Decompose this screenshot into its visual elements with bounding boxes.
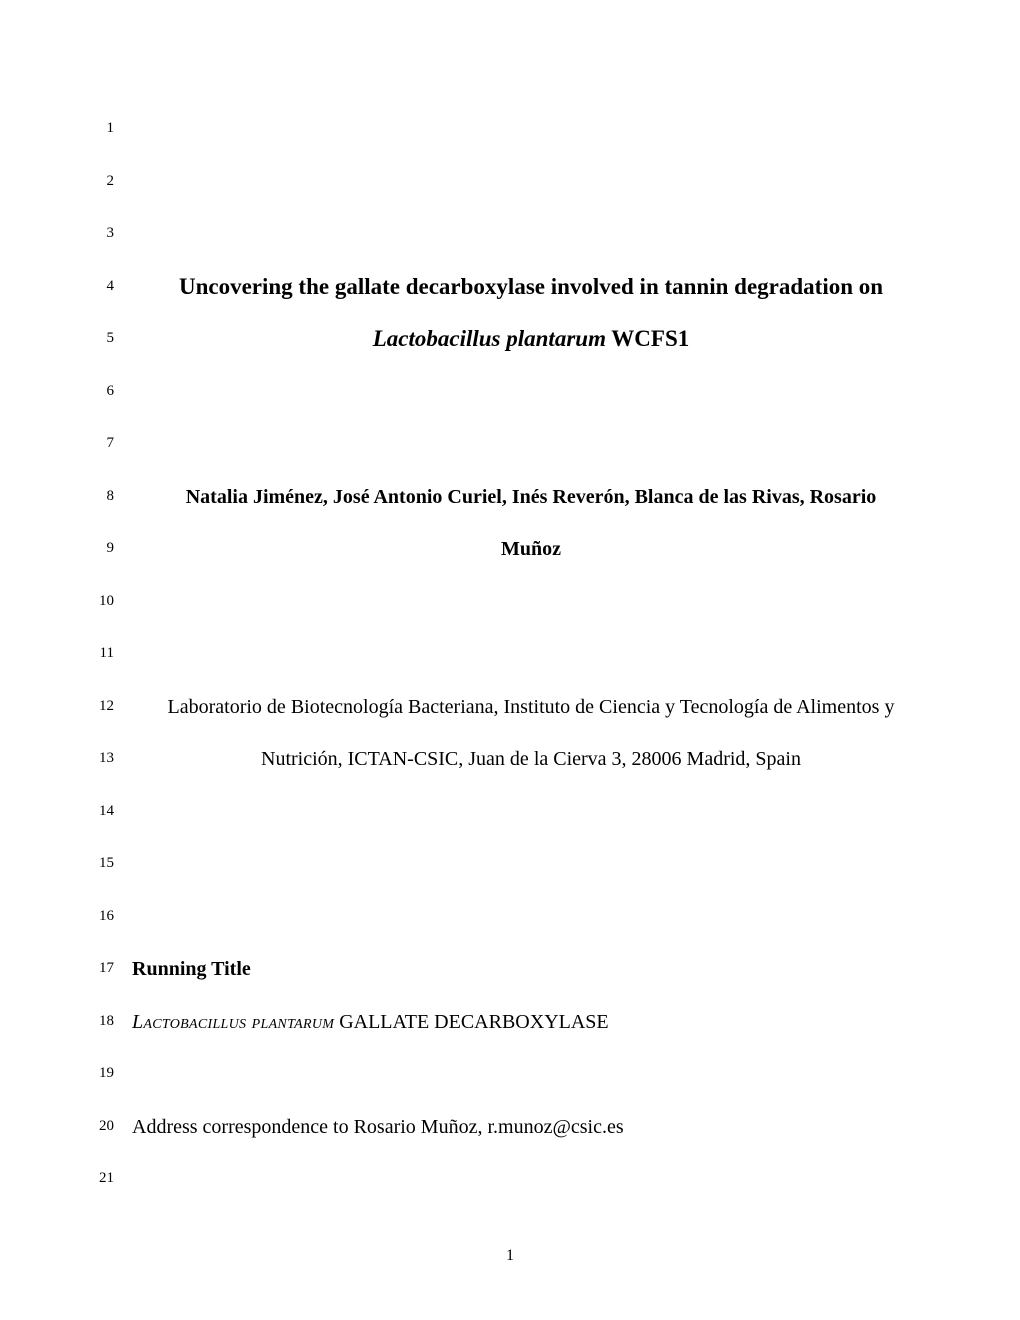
affiliation-line-1: Laboratorio de Biotecnología Bacteriana,…: [132, 693, 930, 746]
line-number: 12: [90, 693, 132, 746]
line-number: 9: [90, 535, 132, 588]
empty-line: [132, 850, 930, 903]
empty-line: [132, 168, 930, 221]
authors-line-1: Natalia Jiménez, José Antonio Curiel, In…: [132, 483, 930, 536]
line-number: 20: [90, 1113, 132, 1166]
title-line-1: Uncovering the gallate decarboxylase inv…: [132, 273, 930, 326]
line-number: 19: [90, 1060, 132, 1113]
empty-line: [132, 220, 930, 273]
affiliation-line-2: Nutrición, ICTAN-CSIC, Juan de la Cierva…: [132, 745, 930, 798]
correspondence-line: Address correspondence to Rosario Muñoz,…: [132, 1113, 930, 1166]
running-title-label: Running Title: [132, 955, 930, 1008]
running-title-plain: GALLATE DECARBOXYLASE: [334, 1011, 608, 1033]
line-number: 15: [90, 850, 132, 903]
empty-line: [132, 798, 930, 851]
running-title-text: Lactobacillus plantarum GALLATE DECARBOX…: [132, 1008, 930, 1061]
page-number: 1: [506, 1247, 514, 1265]
line-number: 18: [90, 1008, 132, 1061]
empty-line: [132, 430, 930, 483]
line-numbers-column: 1 2 3 4 5 6 7 8 9 10 11 12 13 14 15 16 1…: [90, 115, 132, 1218]
content-area: 1 2 3 4 5 6 7 8 9 10 11 12 13 14 15 16 1…: [90, 115, 930, 1218]
title-line-2: Lactobacillus plantarum WCFS1: [132, 325, 930, 378]
title-plain: WCFS1: [606, 326, 689, 351]
line-number: 1: [90, 115, 132, 168]
empty-line: [132, 588, 930, 641]
line-number: 13: [90, 745, 132, 798]
line-number: 14: [90, 798, 132, 851]
line-number: 4: [90, 273, 132, 326]
authors-line-2: Muñoz: [132, 535, 930, 588]
empty-line: [132, 640, 930, 693]
empty-line: [132, 903, 930, 956]
line-number: 6: [90, 378, 132, 431]
line-number: 3: [90, 220, 132, 273]
empty-line: [132, 1060, 930, 1113]
line-number: 21: [90, 1165, 132, 1218]
line-number: 17: [90, 955, 132, 1008]
empty-line: [132, 378, 930, 431]
line-number: 5: [90, 325, 132, 378]
text-content-column: Uncovering the gallate decarboxylase inv…: [132, 115, 930, 1218]
line-number: 7: [90, 430, 132, 483]
document-page: 1 2 3 4 5 6 7 8 9 10 11 12 13 14 15 16 1…: [0, 0, 1020, 1320]
title-italic: Lactobacillus plantarum: [373, 326, 606, 351]
empty-line: [132, 1165, 930, 1218]
running-title-italic: Lactobacillus plantarum: [132, 1011, 334, 1033]
line-number: 2: [90, 168, 132, 221]
line-number: 16: [90, 903, 132, 956]
line-number: 8: [90, 483, 132, 536]
line-number: 10: [90, 588, 132, 641]
line-number: 11: [90, 640, 132, 693]
empty-line: [132, 115, 930, 168]
